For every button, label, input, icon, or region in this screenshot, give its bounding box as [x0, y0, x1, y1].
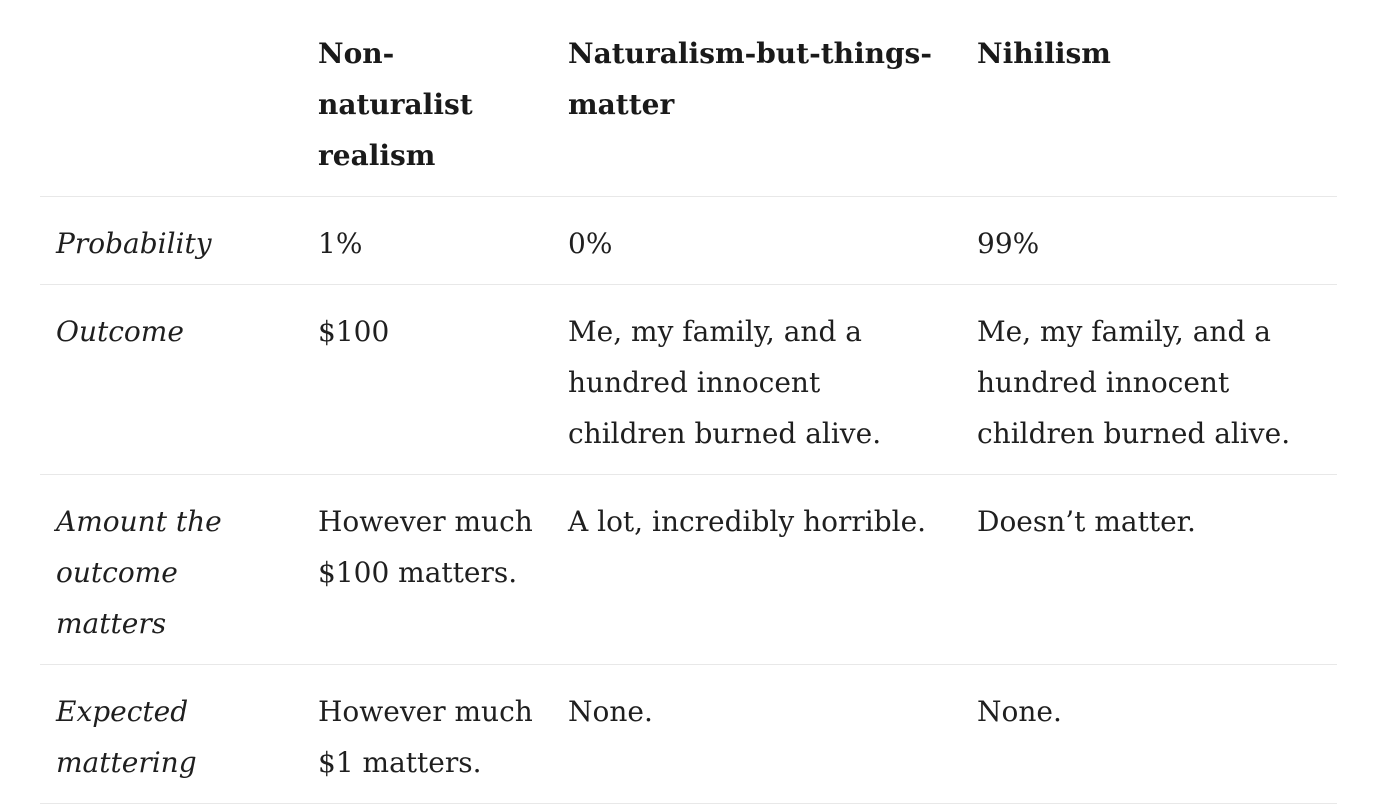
table-row: Amount the outcome matters However much …: [40, 474, 1337, 665]
table-row: Probability 1% 0% 99%: [40, 196, 1337, 285]
table-cell: 0%: [552, 196, 961, 285]
table-body: Probability 1% 0% 99% Outcome $100 Me, m…: [40, 196, 1337, 804]
table-cell: $100: [302, 284, 552, 475]
table-cell: None.: [552, 664, 961, 804]
table-cell: 1%: [302, 196, 552, 285]
table-cell: Me, my family, and a hundred innocent ch…: [961, 284, 1337, 475]
table-header: Non-naturalist realism Naturalism-but-th…: [40, 28, 1337, 197]
row-label-expected-mattering: Expected mattering: [40, 664, 302, 804]
table-cell: None.: [961, 664, 1337, 804]
header-cell-nihilism: Nihilism: [961, 28, 1337, 197]
table-row: Outcome $100 Me, my family, and a hundre…: [40, 284, 1337, 475]
header-cell-naturalism-but-things-matter: Naturalism-but-things-matter: [552, 28, 961, 197]
row-label-probability: Probability: [40, 196, 302, 285]
table-cell: 99%: [961, 196, 1337, 285]
header-cell-non-naturalist-realism: Non-naturalist realism: [302, 28, 552, 197]
table-cell: However much $100 matters.: [302, 474, 552, 665]
table-cell: Doesn’t matter.: [961, 474, 1337, 665]
table-cell: Me, my family, and a hundred innocent ch…: [552, 284, 961, 475]
row-label-outcome: Outcome: [40, 284, 302, 475]
table-cell: However much $1 matters.: [302, 664, 552, 804]
header-cell-empty: [40, 28, 302, 197]
table-cell: A lot, incredibly horrible.: [552, 474, 961, 665]
row-label-amount-outcome-matters: Amount the outcome matters: [40, 474, 302, 665]
header-row: Non-naturalist realism Naturalism-but-th…: [40, 28, 1337, 197]
comparison-table-container: Non-naturalist realism Naturalism-but-th…: [40, 28, 1337, 804]
table-row: Expected mattering However much $1 matte…: [40, 664, 1337, 804]
comparison-table: Non-naturalist realism Naturalism-but-th…: [40, 28, 1337, 804]
